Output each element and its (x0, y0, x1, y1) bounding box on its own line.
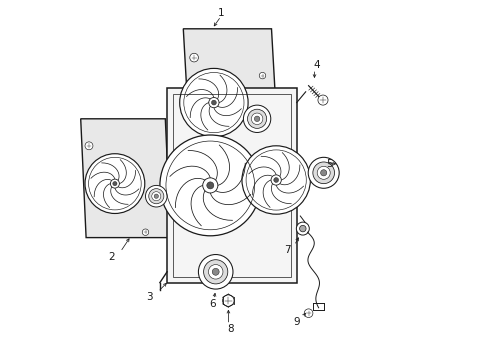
Text: 8: 8 (226, 324, 233, 334)
Circle shape (208, 265, 223, 279)
Circle shape (151, 192, 161, 201)
Circle shape (203, 178, 218, 193)
Polygon shape (183, 29, 278, 157)
Circle shape (222, 295, 234, 306)
Text: 6: 6 (208, 299, 215, 309)
Circle shape (145, 185, 167, 207)
Circle shape (85, 154, 144, 213)
Circle shape (312, 162, 334, 184)
Circle shape (317, 166, 329, 179)
Circle shape (142, 229, 148, 235)
Circle shape (254, 116, 259, 122)
Circle shape (189, 53, 198, 62)
Circle shape (307, 157, 339, 188)
Text: 3: 3 (145, 292, 152, 302)
Circle shape (242, 146, 310, 214)
Text: 2: 2 (108, 252, 114, 262)
Circle shape (317, 95, 327, 105)
Text: 7: 7 (284, 245, 290, 255)
Circle shape (247, 109, 266, 129)
Text: 1: 1 (217, 8, 224, 18)
Text: 4: 4 (312, 60, 319, 70)
Circle shape (243, 105, 270, 132)
Circle shape (251, 113, 263, 125)
Circle shape (211, 100, 216, 105)
Circle shape (212, 268, 219, 275)
Circle shape (113, 181, 117, 186)
Circle shape (110, 179, 119, 188)
Circle shape (85, 142, 93, 150)
Circle shape (206, 182, 213, 189)
Circle shape (304, 309, 312, 318)
Text: 5: 5 (325, 159, 332, 169)
Circle shape (320, 170, 326, 176)
Circle shape (203, 260, 227, 284)
Circle shape (160, 135, 260, 236)
Circle shape (273, 177, 278, 183)
Circle shape (270, 175, 281, 185)
Circle shape (198, 255, 232, 289)
Circle shape (299, 225, 305, 232)
Text: 9: 9 (293, 317, 300, 327)
Polygon shape (81, 119, 170, 238)
Circle shape (154, 194, 158, 198)
Circle shape (296, 222, 309, 235)
Circle shape (259, 72, 265, 79)
Circle shape (179, 68, 247, 137)
Circle shape (148, 189, 163, 204)
Polygon shape (167, 88, 296, 283)
Circle shape (208, 98, 219, 108)
